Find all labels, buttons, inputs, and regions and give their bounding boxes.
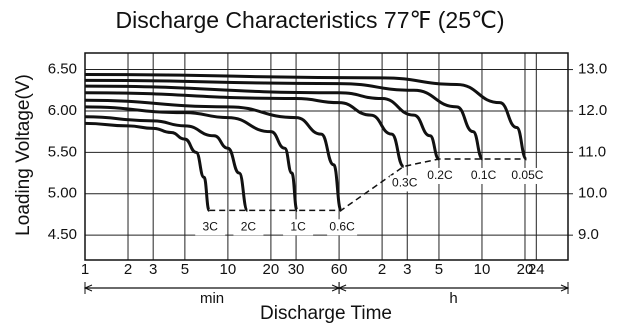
cutoff-line [209, 158, 527, 212]
label-bg [468, 167, 499, 184]
bracket-arrow [560, 284, 570, 292]
plot-frame [84, 52, 569, 261]
label-bg [424, 167, 455, 184]
y2-tick-label: 10.0 [578, 185, 607, 202]
x-axis-label: Discharge Time [260, 303, 392, 324]
series-line [84, 78, 484, 161]
series-label: 0.6C [329, 219, 355, 233]
label-bg [327, 219, 358, 236]
label-bg [283, 219, 314, 236]
series-label: 0.1C [471, 168, 497, 182]
series-label: 2C [241, 219, 257, 233]
x-tick-label: 5 [181, 261, 189, 278]
series-line [84, 91, 405, 168]
x-tick-label: 20 [517, 261, 534, 278]
x-tick-label: 24 [528, 261, 545, 278]
label-bg [233, 219, 264, 236]
series-line [84, 105, 299, 212]
series-label: 3C [203, 219, 219, 233]
x-tick-label: 5 [435, 261, 443, 278]
x-group-label: h [449, 290, 457, 307]
bracket-arrow [83, 284, 93, 292]
series-line [84, 121, 211, 212]
series-line [84, 115, 249, 212]
series-label: 1C [290, 219, 306, 233]
y2-tick-label: 11.0 [578, 143, 606, 160]
y-tick-label: 5.50 [48, 143, 77, 160]
y-tick-label: 6.00 [48, 102, 77, 119]
chart-title: Discharge Characteristics 77℉ (25℃) [115, 7, 504, 33]
x-tick-label: 1 [81, 261, 89, 278]
y-tick-label: 4.50 [48, 226, 77, 243]
y2-tick-label: 9.0 [578, 226, 599, 243]
y-tick-label: 5.00 [48, 185, 77, 202]
y2-tick-label: 13.0 [578, 61, 607, 78]
bracket-arrow [337, 284, 347, 292]
x-tick-label: 10 [220, 261, 237, 278]
x-tick-label: 10 [474, 261, 491, 278]
label-bg [195, 219, 226, 236]
series-line [84, 73, 528, 161]
series-label: 0.05C [511, 168, 543, 182]
x-tick-label: 30 [288, 261, 305, 278]
series-label: 0.3C [392, 176, 418, 190]
x-tick-label: 20 [263, 261, 280, 278]
label-bg [512, 167, 543, 184]
x-group-label: min [200, 290, 224, 307]
x-tick-label: 60 [331, 261, 348, 278]
label-bg [389, 175, 420, 192]
y-axis-label: Loading Voltage(V) [13, 74, 34, 236]
series-line [84, 98, 343, 212]
x-tick-label: 3 [149, 261, 157, 278]
y2-tick-label: 12.0 [578, 102, 607, 119]
series-label: 0.2C [427, 168, 453, 182]
y-tick-label: 6.50 [48, 61, 77, 78]
x-tick-label: 2 [124, 261, 132, 278]
series-line [84, 84, 440, 161]
x-tick-label: 2 [378, 261, 386, 278]
x-tick-label: 3 [403, 261, 411, 278]
